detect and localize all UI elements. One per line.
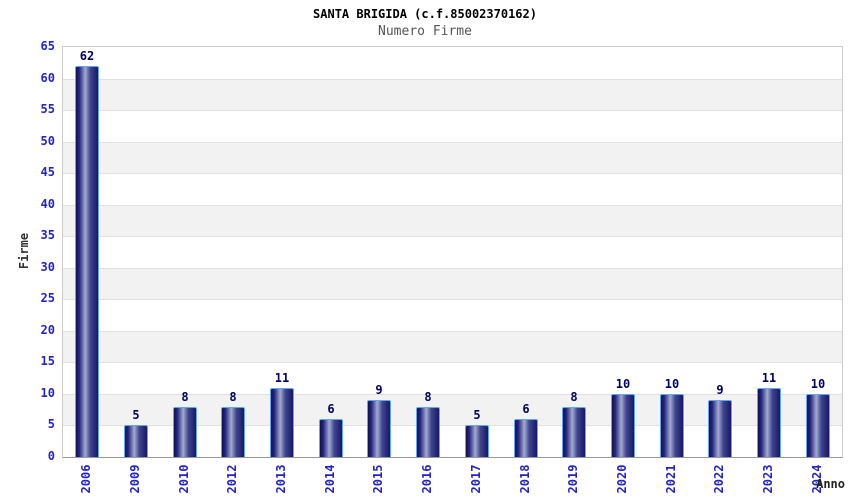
gridline — [63, 299, 842, 300]
bar-value-label: 11 — [274, 371, 290, 385]
gridline — [63, 173, 842, 174]
x-tick-label: 2010 — [177, 464, 191, 494]
plot-band — [63, 362, 842, 394]
y-tick-label: 40 — [40, 196, 55, 211]
bar-value-label: 8 — [229, 390, 237, 404]
gridline — [63, 110, 842, 111]
bar-value-label: 8 — [424, 390, 432, 404]
bar — [708, 400, 732, 457]
bar — [75, 66, 99, 457]
bar-value-label: 5 — [473, 408, 481, 422]
y-tick-label: 10 — [40, 385, 55, 400]
y-tick-label: 15 — [40, 354, 55, 369]
x-tick-label: 2021 — [664, 464, 678, 494]
bar-value-label: 8 — [181, 390, 189, 404]
gridline — [63, 142, 842, 143]
bar-value-label: 62 — [79, 49, 95, 63]
plot-band — [63, 47, 842, 79]
chart-subtitle: Numero Firme — [378, 24, 472, 39]
y-tick-label: 30 — [40, 259, 55, 274]
y-tick-label: 0 — [47, 449, 55, 463]
x-tick-label: 2023 — [761, 464, 775, 494]
bar — [611, 394, 635, 457]
gridline — [63, 331, 842, 332]
x-tick-label: 2006 — [79, 464, 93, 494]
bar-value-label: 10 — [664, 377, 680, 391]
y-axis-ticks: 0 5 10 15 20 25 30 35 40 45 50 55 60 65 — [0, 39, 55, 463]
x-tick-label: 2014 — [323, 464, 337, 494]
bar-value-label: 10 — [615, 377, 631, 391]
x-tick-label: 2013 — [274, 464, 288, 494]
gridline — [63, 394, 842, 395]
y-tick-label: 55 — [40, 102, 55, 117]
chart-title: SANTA BRIGIDA (c.f.85002370162) — [313, 7, 537, 21]
x-tick-label: 2017 — [469, 464, 483, 494]
plot-band — [63, 78, 842, 111]
bar — [806, 394, 830, 457]
y-tick-label: 25 — [40, 291, 55, 306]
gridline — [63, 425, 842, 426]
x-tick-label: 2019 — [566, 464, 580, 494]
bar-value-label: 10 — [810, 377, 826, 391]
x-axis-label: Anno — [816, 477, 845, 491]
bar — [514, 419, 538, 457]
x-tick-label: 2016 — [420, 464, 434, 494]
bar-value-label: 11 — [761, 371, 777, 385]
plot-band — [63, 110, 842, 142]
bar — [319, 419, 343, 457]
y-tick-label: 60 — [40, 70, 55, 85]
bar-value-label: 6 — [522, 402, 530, 416]
bar-value-label: 9 — [375, 383, 383, 397]
gridline — [63, 268, 842, 269]
x-tick-label: 2022 — [712, 464, 726, 494]
x-tick-label: 2018 — [518, 464, 532, 494]
bar-value-label: 8 — [570, 390, 578, 404]
y-tick-label: 5 — [47, 417, 55, 432]
bar — [465, 425, 489, 457]
bar-value-label: 9 — [716, 383, 724, 397]
gridline — [63, 205, 842, 206]
plot-band — [63, 330, 842, 363]
bar-value-label: 5 — [132, 408, 140, 422]
y-tick-label: 35 — [40, 228, 55, 243]
gridline — [63, 236, 842, 237]
plot-band — [63, 267, 842, 300]
bar — [124, 425, 148, 457]
bar — [173, 407, 197, 457]
bar — [221, 407, 245, 457]
bar — [416, 407, 440, 457]
x-axis-ticks: 2006 2009 2010 2012 2013 2014 2015 2016 2017 2018… — [62, 456, 841, 500]
gridline — [63, 362, 842, 363]
plot-band — [63, 236, 842, 268]
x-tick-label: 2012 — [225, 464, 239, 494]
plot-band — [63, 299, 842, 331]
x-tick-label: 2015 — [371, 464, 385, 494]
bar — [562, 407, 586, 457]
y-tick-label: 45 — [40, 165, 55, 180]
x-tick-label: 2020 — [615, 464, 629, 494]
bar — [757, 388, 781, 457]
bar — [367, 400, 391, 457]
y-tick-label: 50 — [40, 133, 55, 148]
y-tick-label: 65 — [40, 39, 55, 53]
y-tick-label: 20 — [40, 322, 55, 337]
plot-band — [63, 173, 842, 205]
plot-band — [63, 141, 842, 174]
y-axis-label: Firme — [17, 232, 31, 270]
plot-band — [63, 204, 842, 237]
x-tick-label: 2009 — [128, 464, 142, 494]
plot-area: 62 5 8 8 11 6 9 8 5 6 8 10 10 9 11 10 — [62, 46, 843, 458]
bar — [660, 394, 684, 457]
bar-value-label: 6 — [327, 402, 335, 416]
bar — [270, 388, 294, 457]
gridline — [63, 79, 842, 80]
